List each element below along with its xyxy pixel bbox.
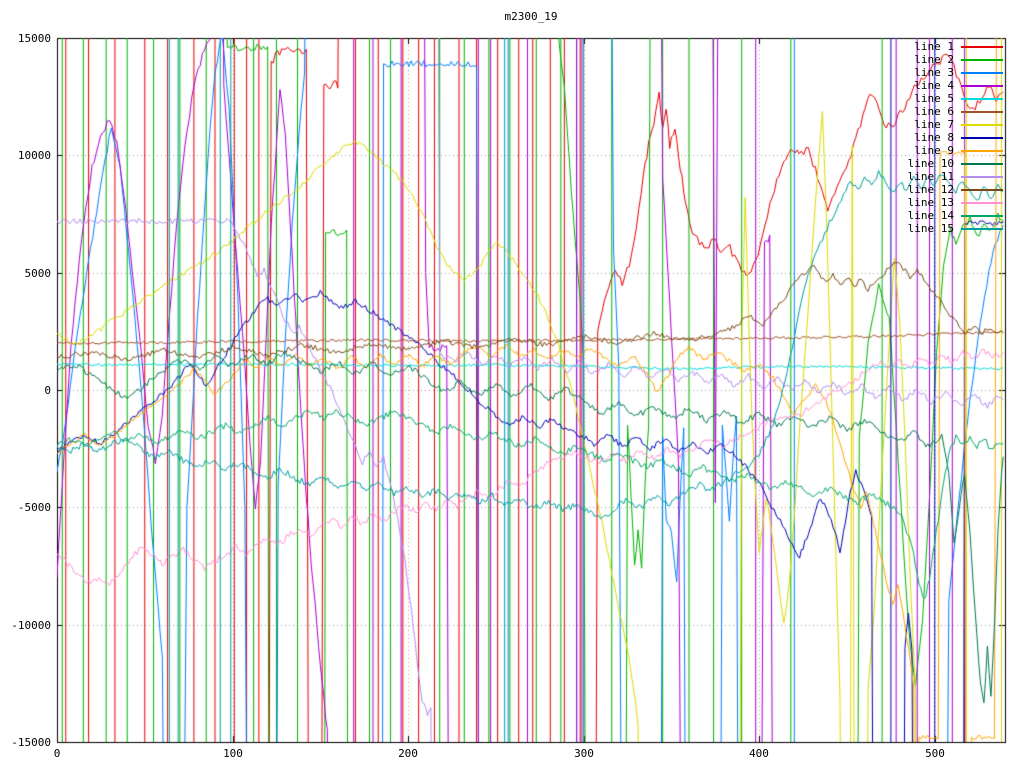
legend-color-line [961, 227, 1003, 230]
chart-title: m2300_19 [504, 10, 558, 23]
legend-item-label: line 10 [907, 157, 954, 170]
legend-item-label: line 4 [914, 79, 954, 92]
legend-item: line 8 [908, 131, 1003, 144]
legend-item: line 15 [908, 222, 1003, 235]
legend-item: line 1 [908, 40, 1003, 53]
legend-color-line [961, 214, 1003, 217]
legend-color-line [961, 149, 1003, 152]
legend-item: line 3 [908, 66, 1003, 79]
legend-color-line [961, 97, 1003, 100]
legend-color-line [961, 162, 1003, 165]
legend-item-label: line 2 [914, 53, 954, 66]
legend-item-label: line 14 [907, 209, 954, 222]
legend-item: line 5 [908, 92, 1003, 105]
legend-color-line [961, 71, 1003, 74]
legend-item-label: line 15 [907, 222, 954, 235]
legend-item-label: line 1 [914, 40, 954, 53]
legend-color-line [961, 136, 1003, 139]
legend-item: line 14 [908, 209, 1003, 222]
y-tick-label: -10000 [11, 619, 51, 632]
y-tick-label: 0 [44, 384, 51, 397]
legend-item-label: line 8 [914, 131, 954, 144]
legend-item: line 13 [908, 196, 1003, 209]
y-tick-label: 5000 [24, 267, 52, 280]
legend-item: line 10 [908, 157, 1003, 170]
legend-color-line [961, 188, 1003, 191]
legend-item: line 12 [908, 183, 1003, 196]
legend-item-label: line 5 [914, 92, 954, 105]
legend-item-label: line 9 [914, 144, 954, 157]
y-tick-label: -5000 [17, 501, 51, 514]
legend-color-line [961, 45, 1003, 48]
x-tick-label: 400 [749, 747, 769, 760]
legend-item: line 7 [908, 118, 1003, 131]
x-tick-label: 100 [223, 747, 243, 760]
legend-color-line [961, 123, 1003, 126]
legend-color-line [961, 84, 1003, 87]
legend-item-label: line 12 [907, 183, 954, 196]
legend-item: line 9 [908, 144, 1003, 157]
legend-item: line 11 [908, 170, 1003, 183]
legend-item: line 2 [908, 53, 1003, 66]
x-tick-label: 200 [398, 747, 418, 760]
legend-item-label: line 3 [914, 66, 954, 79]
y-tick-label: 10000 [17, 149, 51, 162]
legend-color-line [961, 175, 1003, 178]
legend-item: line 4 [908, 79, 1003, 92]
legend-item-label: line 6 [914, 105, 954, 118]
y-tick-label: -15000 [11, 736, 51, 749]
x-tick-label: 0 [53, 747, 61, 760]
x-tick-label: 300 [574, 747, 594, 760]
legend-item-label: line 7 [914, 118, 954, 131]
legend-color-line [961, 58, 1003, 61]
legend-item-label: line 13 [907, 196, 954, 209]
legend-item-label: line 11 [907, 170, 954, 183]
legend-color-line [961, 110, 1003, 113]
x-tick-label: 500 [925, 747, 945, 760]
legend: line 1 line 2 line 3 line 4 line 5 line 6 line… [908, 40, 1003, 235]
legend-color-line [961, 201, 1003, 204]
y-tick-label: 15000 [17, 32, 51, 45]
legend-item: line 6 [908, 105, 1003, 118]
